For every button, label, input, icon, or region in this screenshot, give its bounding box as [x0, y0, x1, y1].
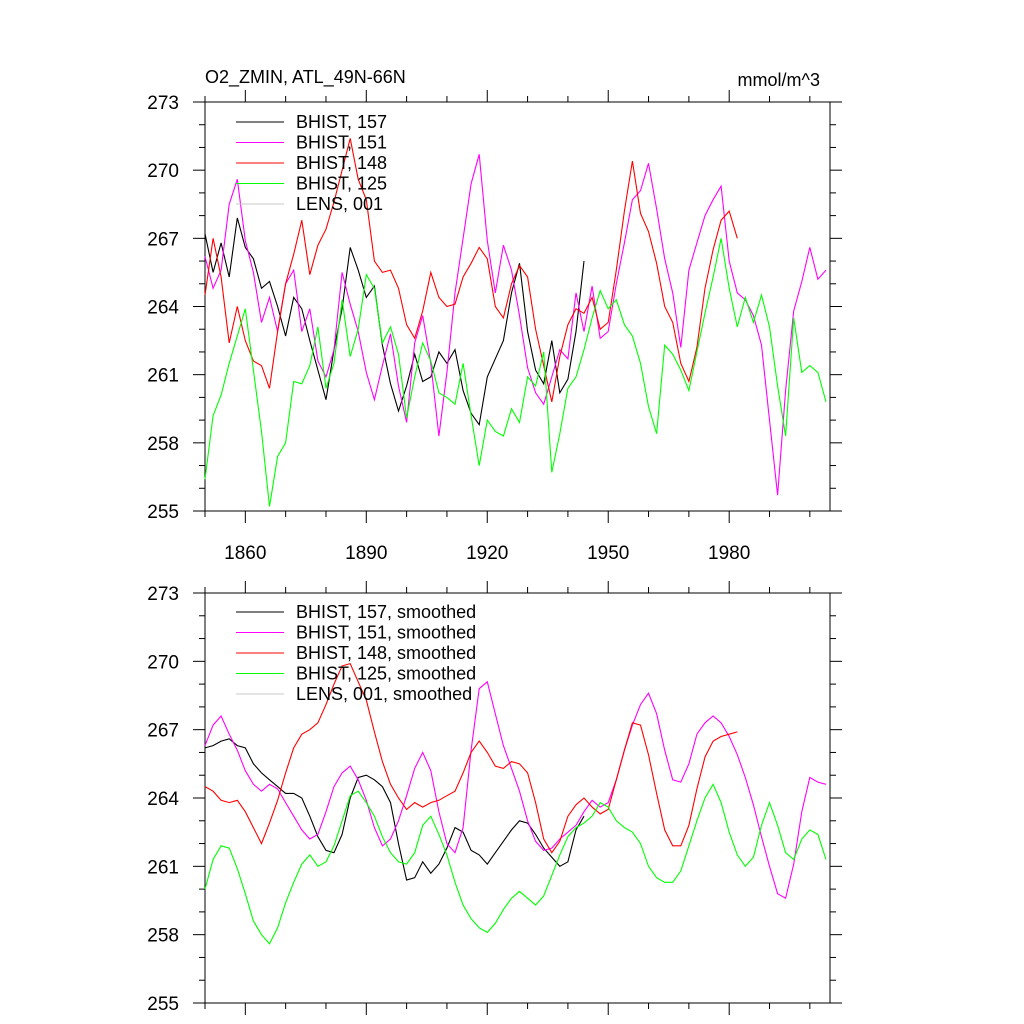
series-line: [204, 738, 585, 881]
legend-label: LENS, 001: [296, 194, 383, 214]
y-tick-label: 255: [147, 994, 179, 1015]
bottom-plot-area: 255 258 261 264 267 270 273 BHIST, 157, smoothe…: [147, 581, 842, 1015]
legend-label: BHIST, 148, smoothed: [296, 643, 476, 663]
y-tick-label: 264: [147, 298, 179, 319]
legend-label: BHIST, 125, smoothed: [296, 664, 476, 684]
y-tick-label: 264: [147, 789, 179, 810]
series-line: [204, 783, 827, 945]
y-tick-label: 261: [147, 366, 179, 387]
y-tick-label: 255: [147, 502, 179, 523]
x-tick-label: 1860: [224, 543, 266, 564]
x-tick-label: 1980: [708, 543, 750, 564]
x-tick-label: 1890: [345, 543, 387, 564]
y-tick-label: 258: [147, 926, 179, 947]
legend-label: BHIST, 125: [296, 174, 387, 194]
series-line: [204, 238, 827, 507]
legend-label: BHIST, 151: [296, 133, 387, 153]
units-label: mmol/m^3: [738, 70, 820, 90]
y-tick-label: 267: [147, 721, 179, 742]
legend-label: BHIST, 157: [296, 112, 387, 132]
x-tick-label: 1950: [587, 543, 629, 564]
y-tick-label: 273: [147, 93, 179, 114]
series-line: [204, 217, 585, 427]
x-tick-label: 1920: [466, 543, 508, 564]
y-tick-label: 273: [147, 584, 179, 605]
top-panel: O2_ZMIN, ATL_49N-66N mmol/m^3 2552582612…: [147, 67, 842, 564]
y-tick-label: 267: [147, 229, 179, 250]
series-line: [204, 154, 827, 496]
series-line: [204, 680, 827, 900]
top-plot-area: 255 258 261 264 267 270 273 1860 1890 1920 1950 198…: [147, 90, 842, 564]
series-line: [204, 662, 738, 854]
series-line: [204, 138, 738, 403]
y-tick-label: 270: [147, 652, 179, 673]
legend-label: LENS, 001, smoothed: [296, 684, 472, 704]
chart-title: O2_ZMIN, ATL_49N-66N: [205, 67, 406, 88]
legend-label: BHIST, 157, smoothed: [296, 602, 476, 622]
legend-label: BHIST, 151, smoothed: [296, 623, 476, 643]
y-tick-label: 258: [147, 434, 179, 455]
y-tick-label: 270: [147, 161, 179, 182]
legend-label: BHIST, 148: [296, 153, 387, 173]
bottom-panel: 255 258 261 264 267 270 273 BHIST, 157, smoothe…: [147, 581, 842, 1015]
y-tick-label: 261: [147, 857, 179, 878]
